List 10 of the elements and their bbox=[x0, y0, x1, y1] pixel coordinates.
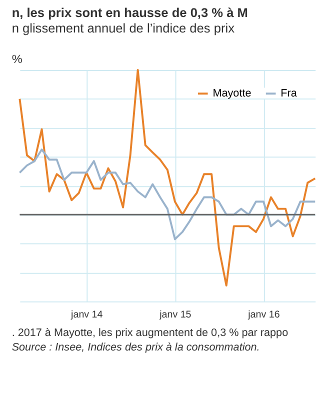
x-tick-label: janv 16 bbox=[247, 310, 280, 321]
x-tick-label: janv 15 bbox=[158, 310, 192, 321]
source-note: Source : Insee, Indices des prix à la consommation. bbox=[12, 342, 260, 354]
legend-label: Mayotte bbox=[212, 88, 252, 100]
y-axis-title: % bbox=[12, 52, 23, 66]
chart-title: n, les prix sont en hausse de 0,3 % à M bbox=[12, 4, 248, 20]
legend-label: Fra bbox=[280, 88, 298, 100]
text: . 2017 à Mayotte, les prix augmentent de 0,3 % par rappo bbox=[12, 326, 288, 339]
chart-subtitle: n glissement annuel de l’indice des prix bbox=[12, 20, 236, 36]
x-tick-label: janv 14 bbox=[70, 310, 104, 321]
